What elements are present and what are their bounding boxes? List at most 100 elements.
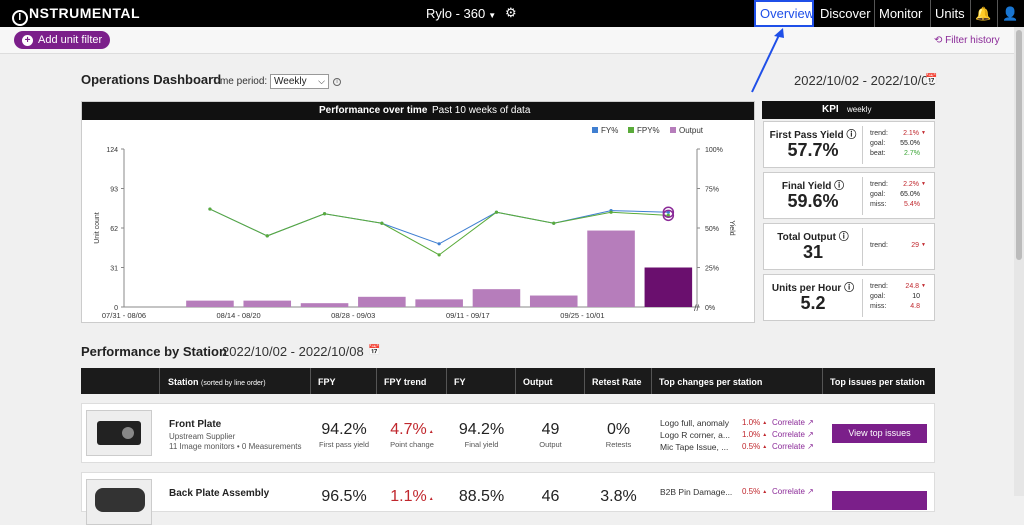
time-period-select[interactable]: Weekly ⌵ bbox=[270, 74, 329, 89]
kpi-card[interactable]: Total Output ⓘ 31 trend: 29 ▼ bbox=[763, 223, 935, 270]
change-item[interactable]: Logo full, anomaly bbox=[660, 418, 729, 428]
fpy-point bbox=[265, 234, 269, 238]
external-link-icon: ↗ bbox=[807, 430, 814, 439]
nav-monitor[interactable]: Monitor bbox=[874, 0, 926, 27]
fy-label: Final yield bbox=[464, 440, 499, 449]
calendar-icon[interactable]: 📅 bbox=[925, 74, 938, 85]
y-left-tick-label: 31 bbox=[110, 266, 118, 273]
station-thumbnail[interactable] bbox=[86, 479, 152, 525]
y-right-tick-label: 50% bbox=[705, 226, 719, 233]
project-selector[interactable]: Rylo - 360 ▼ bbox=[426, 6, 497, 21]
x-tick-label: 08/14 - 08/20 bbox=[216, 311, 260, 320]
filter-history-link[interactable]: ⟲ Filter history bbox=[934, 35, 1000, 46]
kpi-header: KPI weekly bbox=[762, 101, 935, 119]
info-icon[interactable]: i bbox=[333, 78, 341, 86]
kpi-card[interactable]: Final Yield ⓘ 59.6% trend: 2.2% ▼ goal: 65.0% m… bbox=[763, 172, 935, 219]
kpi-panel: KPI weekly bbox=[762, 101, 935, 119]
calendar-icon[interactable]: 📅 bbox=[368, 345, 381, 356]
station-thumbnail[interactable] bbox=[86, 410, 152, 456]
kpi-row-value: 29 ▼ bbox=[911, 242, 926, 249]
kpi-row-label: trend: bbox=[870, 283, 888, 290]
kpi-row-label: goal: bbox=[870, 191, 886, 198]
external-link-icon: ↗ bbox=[807, 418, 814, 427]
kpi-name: Total Output ⓘ bbox=[777, 232, 849, 243]
output-bar bbox=[300, 303, 349, 307]
view-top-issues-button[interactable] bbox=[832, 491, 927, 510]
table-row[interactable]: Back Plate Assembly 96.5% 1.1% ▲ 88.5% 46… bbox=[81, 472, 935, 525]
change-pct: 1.0% ▲ bbox=[742, 418, 768, 427]
nav-overview[interactable]: Overview bbox=[754, 0, 814, 27]
output-bar bbox=[243, 300, 292, 307]
station-name[interactable]: Front Plate bbox=[169, 419, 222, 430]
kpi-row-label: goal: bbox=[870, 140, 886, 147]
instrumental-logo[interactable]: I NSTRUMENTAL bbox=[12, 5, 140, 26]
kpi-row-value: 2.1% ▼ bbox=[903, 130, 926, 137]
output-bar bbox=[472, 289, 521, 307]
user-menu-button[interactable]: 👤 bbox=[997, 0, 1024, 27]
station-monitors: 11 Image monitors • 0 Measurements bbox=[169, 442, 302, 451]
y-right-tick-label: 100% bbox=[705, 147, 723, 154]
retest-value: 3.8% bbox=[600, 488, 637, 505]
kpi-card[interactable]: First Pass Yield ⓘ 57.7% trend: 2.1% ▼ goal: 5… bbox=[763, 121, 935, 168]
fy-point bbox=[437, 242, 441, 246]
correlate-link[interactable]: Correlate ↗ bbox=[772, 442, 814, 451]
bell-icon: 🔔 bbox=[975, 6, 992, 21]
output-bar bbox=[358, 296, 406, 307]
fy-value: 94.2% bbox=[458, 421, 505, 438]
fpy-point bbox=[322, 212, 327, 216]
kpi-card[interactable]: Units per Hour ⓘ 5.2 trend: 24.8 ▼ goal: 10 mis… bbox=[763, 274, 935, 321]
fy-value: 88.5% bbox=[458, 488, 505, 505]
x-tick-label: 09/25 - 10/01 bbox=[560, 311, 604, 320]
nav-units[interactable]: Units bbox=[930, 0, 969, 27]
dashboard-date-range: 2022/10/02 - 2022/10/08 bbox=[794, 73, 936, 88]
kpi-row-label: trend: bbox=[870, 130, 888, 137]
change-item[interactable]: B2B Pin Damage... bbox=[660, 487, 733, 497]
fy-current-marker bbox=[662, 206, 675, 218]
kpi-row-value: 5.4% bbox=[904, 201, 920, 208]
performance-chart: 0 31 62 93 124 0% 25% 50% 75% 100% Unit count Yield… bbox=[94, 147, 735, 320]
notifications-button[interactable]: 🔔 bbox=[970, 0, 995, 27]
kpi-row-value: 55.0% bbox=[900, 140, 920, 147]
chart-header: Performance over time Past 10 weeks of d… bbox=[82, 102, 754, 120]
kpi-row-value: 10 bbox=[912, 293, 920, 300]
change-item[interactable]: Logo R corner, a... bbox=[660, 430, 730, 440]
output-bar bbox=[186, 300, 234, 307]
trend-up-icon: ▲ bbox=[428, 429, 434, 435]
col-retest-rate[interactable]: Retest Rate bbox=[592, 377, 642, 387]
add-unit-filter-button[interactable]: + Add unit filter bbox=[14, 31, 111, 49]
col-fpy[interactable]: FPY bbox=[318, 377, 336, 387]
output-value: 49 bbox=[541, 421, 560, 438]
table-row[interactable]: Front Plate Upstream Supplier 11 Image m… bbox=[81, 403, 935, 463]
user-icon: 👤 bbox=[1002, 6, 1019, 21]
col-top-changes: Top changes per station bbox=[659, 377, 763, 387]
fpy-trend-value: 1.1% ▲ bbox=[390, 488, 434, 505]
kpi-row-value: 24.8 ▼ bbox=[905, 283, 926, 290]
output-bar bbox=[415, 299, 463, 307]
y-left-tick-label: 62 bbox=[110, 226, 118, 233]
kpi-row-value: 2.2% ▼ bbox=[903, 181, 926, 188]
correlate-link[interactable]: Correlate ↗ bbox=[772, 430, 814, 439]
col-fpy-trend[interactable]: FPY trend bbox=[384, 377, 427, 387]
view-top-issues-button[interactable]: View top issues bbox=[832, 424, 927, 443]
scrollbar-thumb[interactable] bbox=[1016, 30, 1022, 260]
plus-icon: + bbox=[22, 35, 33, 46]
external-link-icon: ↗ bbox=[807, 487, 814, 496]
kpi-row-value: 2.7% bbox=[904, 150, 920, 157]
correlate-link[interactable]: Correlate ↗ bbox=[772, 487, 814, 496]
nav-discover[interactable]: Discover bbox=[820, 6, 871, 21]
output-bar bbox=[529, 295, 578, 307]
scrollbar[interactable] bbox=[1014, 27, 1024, 496]
gear-icon[interactable]: ⚙ bbox=[505, 5, 517, 20]
fpy-value: 94.2% bbox=[321, 421, 367, 438]
correlate-link[interactable]: Correlate ↗ bbox=[772, 418, 814, 427]
fpy-point bbox=[494, 210, 499, 214]
col-fy[interactable]: FY bbox=[454, 377, 466, 387]
y-left-tick-label: 0 bbox=[114, 305, 118, 312]
col-station[interactable]: Station (sorted by line order) bbox=[168, 377, 266, 387]
output-bar bbox=[644, 267, 693, 307]
change-item[interactable]: Mic Tape Issue, ... bbox=[660, 442, 729, 452]
filter-bar: + Add unit filter ⟲ Filter history bbox=[0, 27, 1024, 54]
change-pct: 0.5% ▲ bbox=[742, 442, 768, 451]
station-name[interactable]: Back Plate Assembly bbox=[169, 488, 270, 499]
col-output[interactable]: Output bbox=[523, 377, 553, 387]
